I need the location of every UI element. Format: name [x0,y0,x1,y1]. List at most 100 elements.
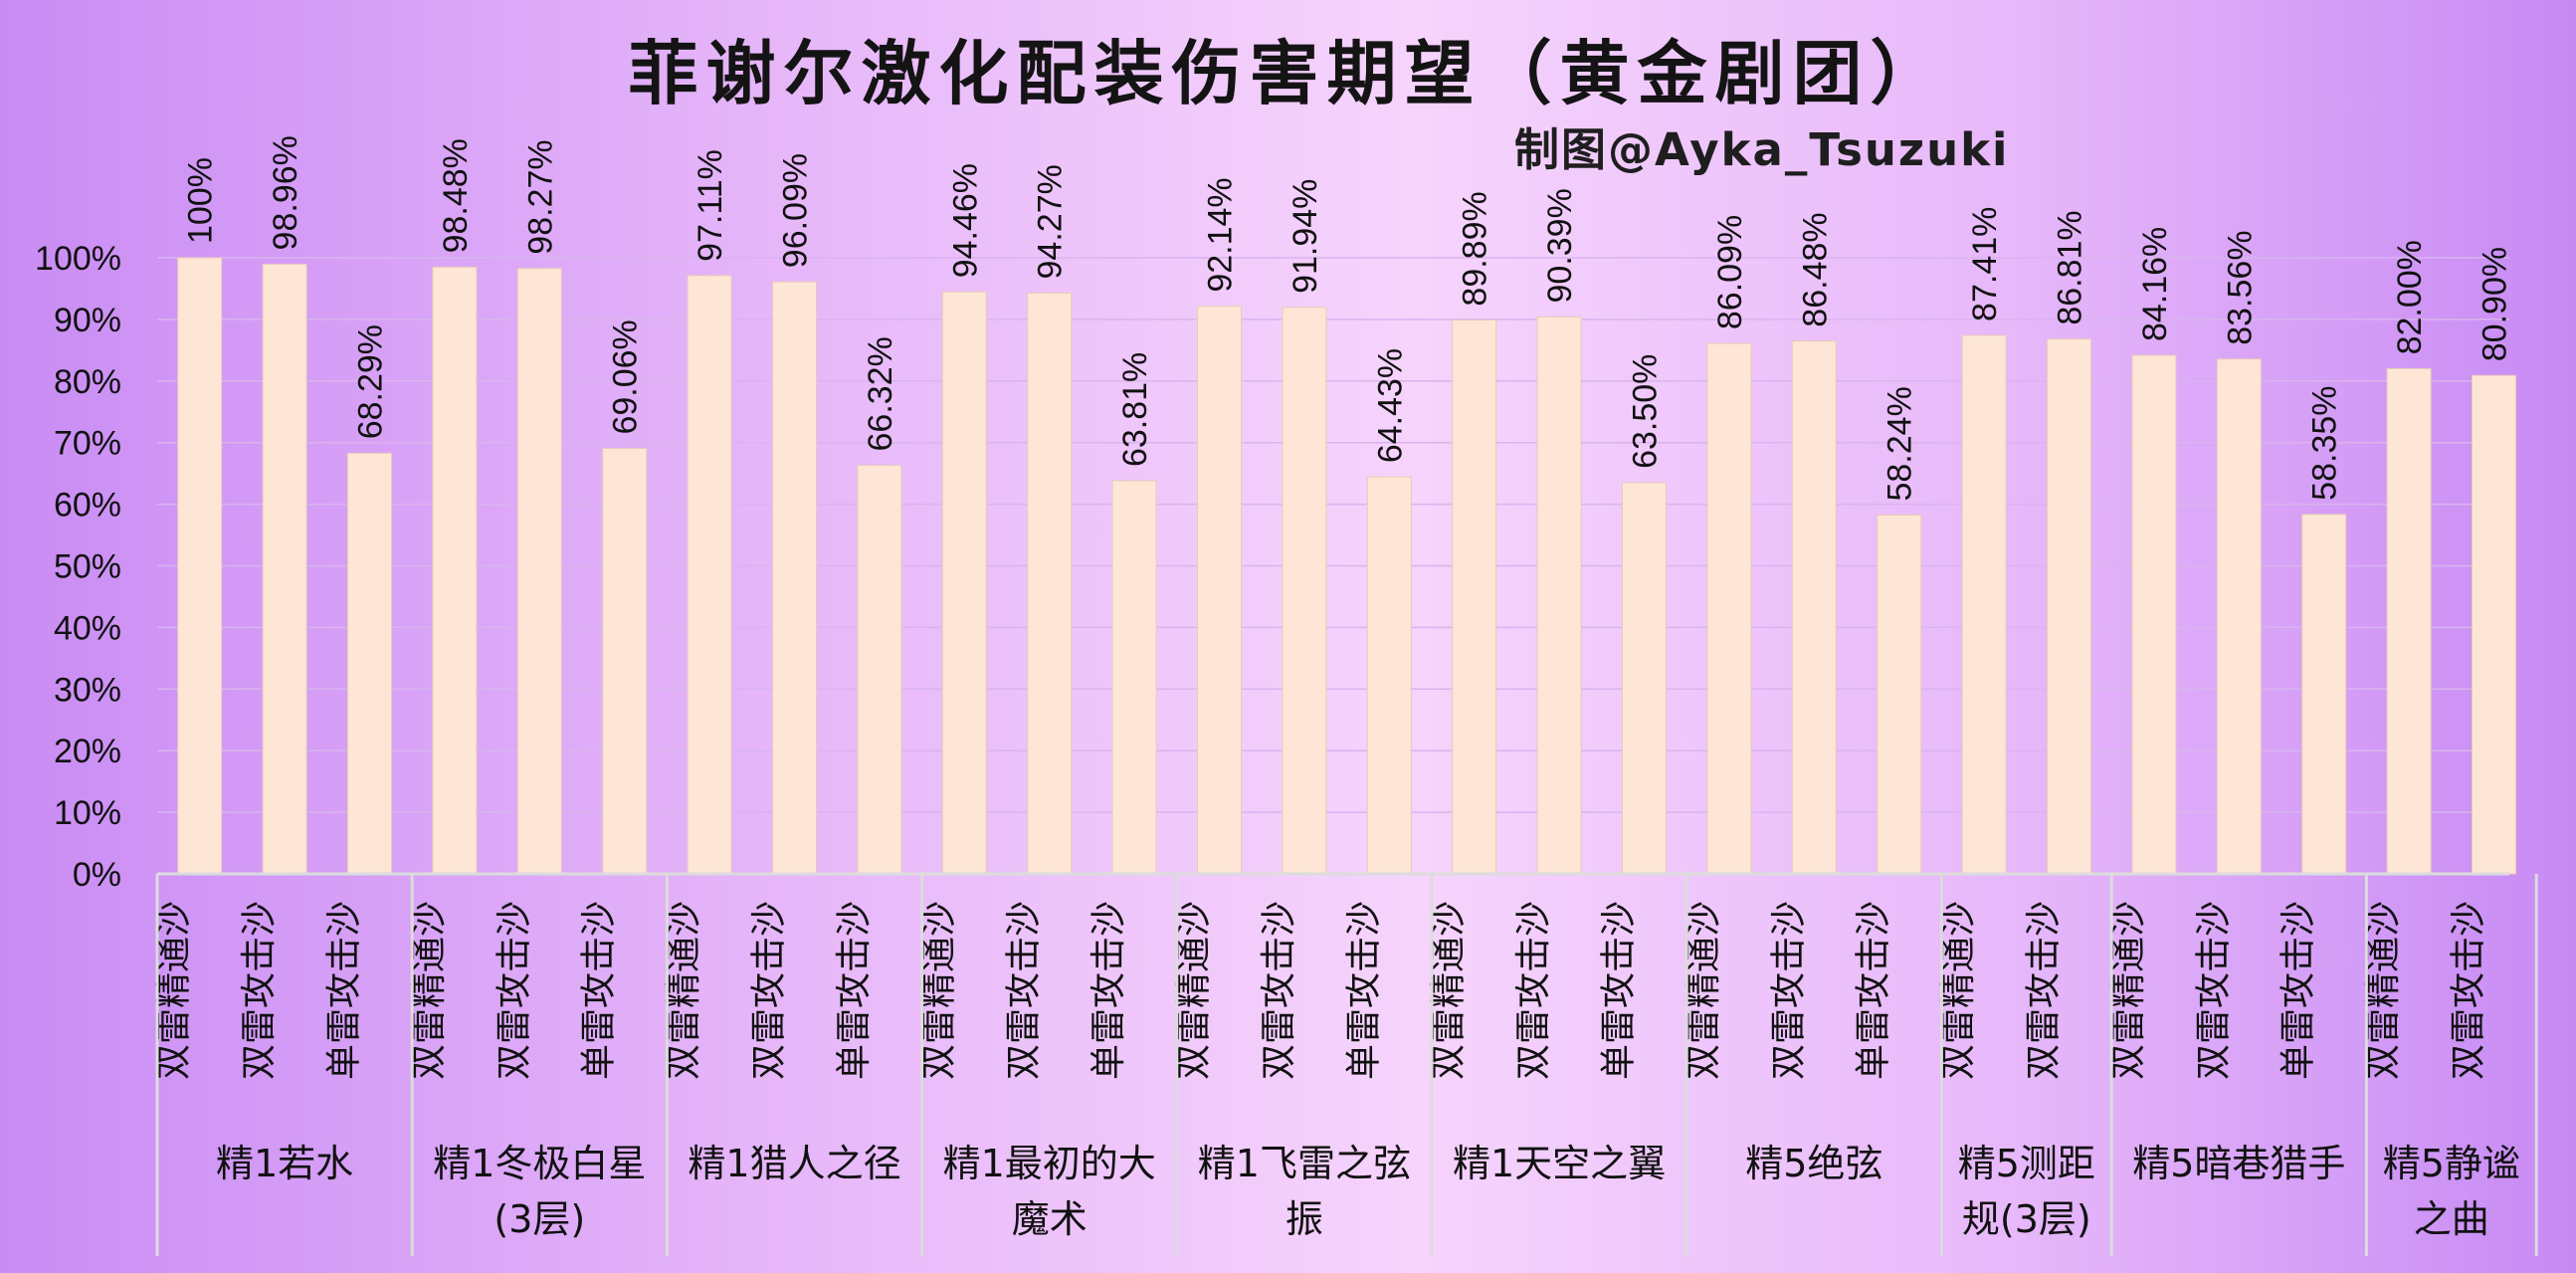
data-label: 83.56% [2221,230,2259,344]
category-label: 单雷攻击沙 [1599,901,1640,1080]
data-label: 91.94% [1287,179,1324,294]
category-label: 双雷精通沙 [2108,901,2149,1080]
chart-credit: 制图@Ayka_Tsuzuki [1514,123,2010,176]
bar [1111,480,1157,875]
group-label: 之曲 [2414,1197,2489,1241]
data-label: 92.14% [1202,177,1240,292]
category-label: 单雷攻击沙 [834,901,875,1080]
group-label: 精1天空之翼 [1453,1142,1666,1185]
group-label: 精1最初的大 [943,1142,1156,1185]
data-label: 94.46% [946,163,984,278]
category-label: 双雷攻击沙 [494,901,534,1080]
bars [177,257,2516,875]
group-label: 精5测距 [1958,1142,2095,1185]
data-label: 96.09% [777,153,815,268]
group-label: 精5静谧 [2383,1142,2520,1185]
y-tick-label: 10% [54,794,121,832]
category-label: 双雷精通沙 [1429,901,1470,1080]
y-tick-label: 100% [35,240,121,278]
bar [347,452,392,875]
category-label: 双雷攻击沙 [2024,901,2065,1080]
data-label: 82.00% [2391,240,2429,354]
group-label: 振 [1286,1197,1323,1241]
data-labels: 100% 98.96% 68.29% 98.48% 98.27% 69.06% 97.11%… [182,135,2514,501]
data-label: 69.06% [607,319,645,434]
bar [1961,334,2007,875]
data-label: 66.32% [862,336,899,451]
bar [602,448,648,875]
bar [262,263,307,875]
data-label: 58.24% [1882,386,1919,501]
bar [2472,374,2516,875]
data-label: 68.29% [352,324,390,439]
category-label: 双雷精通沙 [2363,901,2404,1080]
y-tick-label: 50% [54,548,121,586]
y-tick-label: 90% [54,302,121,339]
bar [687,275,732,875]
category-label: 双雷精通沙 [664,901,704,1080]
bar [1282,307,1327,875]
category-label: 双雷攻击沙 [749,901,790,1080]
category-label: 双雷攻击沙 [1513,901,1554,1080]
bar [1791,340,1837,875]
data-label: 86.48% [1796,212,1834,326]
bar [177,257,223,875]
bar [1366,476,1412,875]
data-label: 84.16% [2136,227,2174,341]
bar [432,266,478,875]
category-label: 单雷攻击沙 [1343,901,1384,1080]
bar [2047,338,2091,875]
group-label: 精1飞雷之弦 [1198,1142,1411,1185]
data-label: 63.50% [1627,354,1665,469]
category-label: 双雷攻击沙 [1768,901,1809,1080]
group-label: 魔术 [1012,1197,1088,1241]
data-label: 58.35% [2306,385,2344,500]
category-label: 单雷攻击沙 [324,901,365,1080]
y-tick-label: 70% [54,425,121,463]
y-tick-label: 20% [54,733,121,770]
category-label: 单雷攻击沙 [1089,901,1129,1080]
group-label: 精1猎人之径 [688,1142,900,1185]
category-label: 双雷精通沙 [918,901,959,1080]
y-tick-label: 30% [54,671,121,709]
category-label: 单雷攻击沙 [1854,901,1894,1080]
bar [2301,514,2347,875]
bar [941,291,987,875]
bar [516,268,562,875]
y-axis: 0% 10% 20% 30% 40% 50% 60% 70% 80% 90% 100% [35,240,121,894]
category-label: 单雷攻击沙 [579,901,620,1080]
data-label: 98.48% [437,138,475,253]
category-label: 双雷精通沙 [1684,901,1724,1080]
data-label: 98.27% [521,139,559,254]
data-label: 97.11% [692,149,729,262]
group-label: 规(3层) [1962,1197,2091,1241]
data-label: 63.81% [1116,352,1154,467]
category-label: 双雷攻击沙 [2449,901,2489,1080]
category-label: 双雷攻击沙 [239,901,280,1080]
data-label: 100% [182,157,220,244]
category-label: 双雷精通沙 [1938,901,1979,1080]
y-tick-label: 40% [54,609,121,647]
category-label: 双雷攻击沙 [2193,901,2234,1080]
data-label: 86.81% [2052,210,2089,324]
bar [2216,358,2262,875]
group-label: 精1冬极白星 [433,1142,646,1185]
group-label: 精1若水 [216,1142,353,1185]
bar [857,464,902,875]
data-label: 98.96% [267,135,304,250]
y-tick-label: 0% [73,856,121,894]
group-label: (3层) [494,1197,585,1241]
data-label: 94.27% [1032,164,1070,279]
category-label: 双雷攻击沙 [1004,901,1045,1080]
data-label: 90.39% [1541,188,1579,303]
data-label: 64.43% [1371,348,1409,463]
bar [1706,342,1752,875]
bar [1877,514,1922,875]
category-label: 单雷攻击沙 [2279,901,2319,1080]
bar [1622,482,1667,875]
data-label: 86.09% [1711,215,1749,329]
group-label: 精5绝弦 [1745,1142,1882,1185]
bar [772,281,817,875]
